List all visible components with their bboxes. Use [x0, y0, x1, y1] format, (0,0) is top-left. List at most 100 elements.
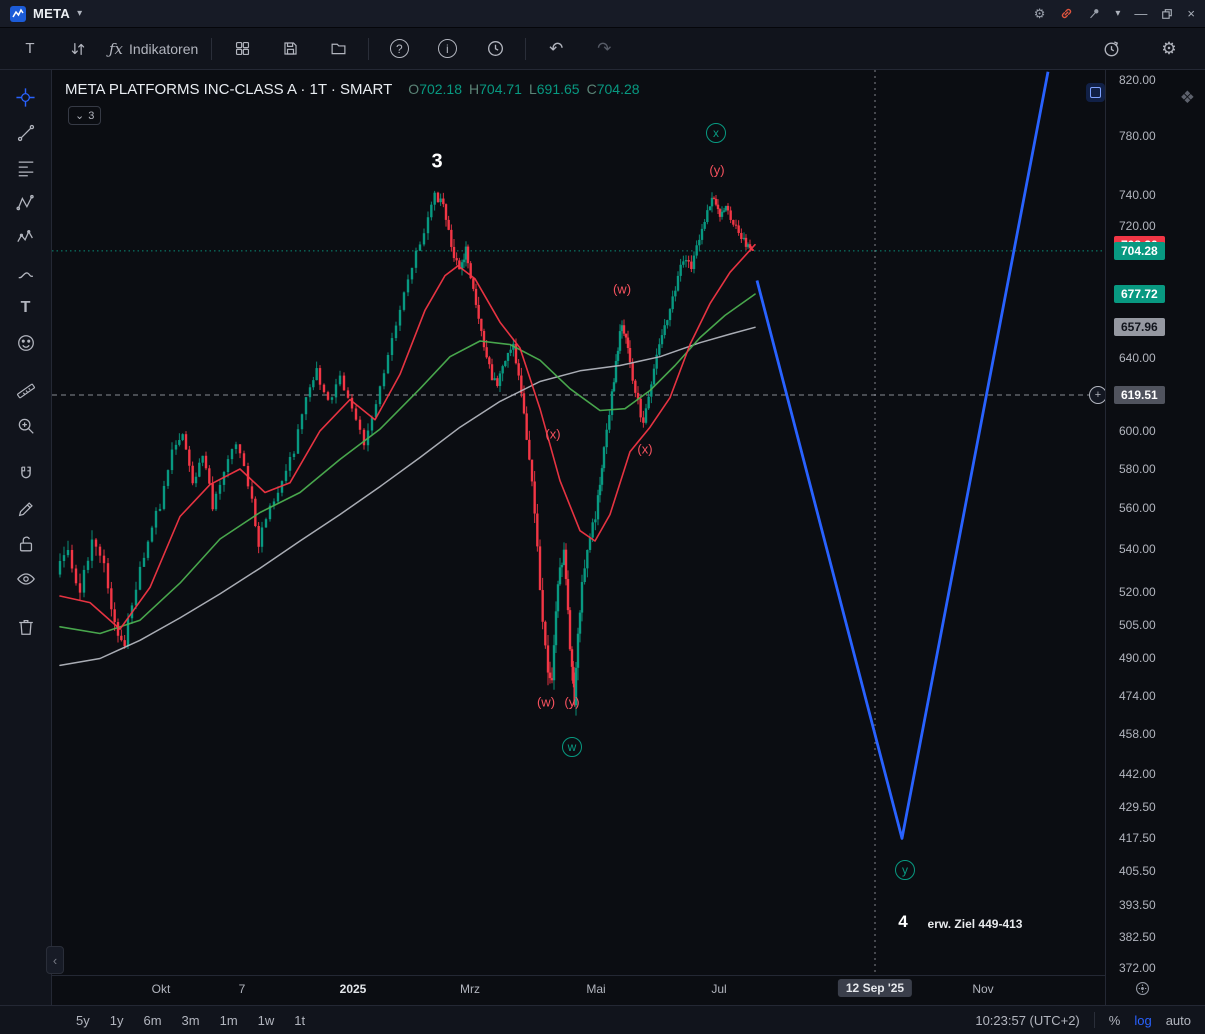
- gear-badge-icon[interactable]: ⚙: [1033, 5, 1046, 21]
- undo-icon: ↶: [549, 38, 564, 58]
- minimize-icon[interactable]: —: [1134, 6, 1148, 21]
- layout-grid-button[interactable]: [218, 33, 266, 65]
- tool-eye-button[interactable]: [7, 561, 45, 596]
- circled-wave-label[interactable]: w: [562, 737, 582, 757]
- help-button[interactable]: ?: [375, 33, 423, 65]
- wave-label[interactable]: (y): [564, 694, 580, 710]
- chart-area[interactable]: META PLATFORMS INC-CLASS A · 1T · SMART …: [52, 70, 1105, 975]
- range-button-3m[interactable]: 3m: [181, 1012, 200, 1028]
- price-axis-label: 540.00: [1119, 542, 1156, 557]
- tool-magnet-button[interactable]: [7, 456, 45, 491]
- tool-ruler-button[interactable]: [7, 373, 45, 408]
- log-scale-button[interactable]: log: [1134, 1012, 1152, 1028]
- circled-wave-label[interactable]: x: [706, 123, 726, 143]
- price-axis-label: 780.00: [1119, 129, 1156, 144]
- compare-button[interactable]: [54, 33, 102, 65]
- chevron-down-icon[interactable]: ▾: [77, 8, 83, 19]
- wave-label[interactable]: (y): [709, 162, 725, 178]
- link-icon[interactable]: [1059, 6, 1074, 21]
- collapse-left-panel-button[interactable]: ‹: [46, 946, 64, 974]
- tool-trash-button[interactable]: [7, 609, 45, 644]
- title-bar: META ▾ ⚙ ▾ — ×: [0, 0, 1205, 28]
- price-axis-label: 490.00: [1119, 651, 1156, 666]
- price-axis-label: 474.00: [1119, 688, 1156, 703]
- folder-icon: [330, 40, 347, 57]
- chevron-down-icon[interactable]: ▾: [1115, 8, 1121, 19]
- tool-text-button[interactable]: T: [20, 298, 31, 316]
- tool-lock-button[interactable]: [7, 526, 45, 561]
- range-button-5y[interactable]: 5y: [76, 1012, 90, 1028]
- wave-label[interactable]: erw. Ziel 449-413: [927, 917, 1023, 931]
- range-button-1t[interactable]: 1t: [294, 1012, 306, 1028]
- projection-line: [755, 71, 1050, 840]
- symbol-title[interactable]: META: [33, 6, 71, 21]
- undo-button[interactable]: ↶: [532, 33, 580, 65]
- collapsed-indicators-chip[interactable]: ⌄ 3: [68, 106, 102, 125]
- candlestick-chart[interactable]: [52, 70, 1105, 975]
- tool-trendline-button[interactable]: [7, 115, 45, 150]
- price-badge: 657.96: [1114, 318, 1165, 337]
- price-axis-label: 372.00: [1119, 961, 1156, 975]
- maximize-icon[interactable]: [1161, 8, 1173, 20]
- circled-wave-label[interactable]: y: [895, 860, 915, 880]
- redo-button[interactable]: ↷: [580, 33, 628, 65]
- auto-scale-button[interactable]: auto: [1165, 1012, 1191, 1028]
- tool-crosshair-button[interactable]: [7, 80, 45, 115]
- legend-title[interactable]: META PLATFORMS INC-CLASS A · 1T · SMART: [65, 81, 393, 98]
- price-axis-label: 640.00: [1119, 351, 1156, 366]
- wave-label[interactable]: (x): [637, 441, 653, 457]
- drawing-toolbar: T: [0, 70, 52, 1005]
- percent-scale-button[interactable]: %: [1108, 1012, 1121, 1028]
- price-axis-label: 505.00: [1119, 617, 1156, 632]
- main-toolbar: T ƒx Indikatoren ? i ↶ ↷: [0, 28, 1205, 70]
- price-axis-label: 405.50: [1119, 864, 1156, 879]
- ohlc-key: H: [469, 81, 480, 97]
- indicators-label: Indikatoren: [129, 40, 199, 57]
- app-logo-icon: [10, 5, 26, 22]
- tool-brush-button[interactable]: [7, 255, 45, 290]
- status-bar: 5y 1y 6m 3m 1m 1w 1t 10:23:57 (UTC+2) % log au…: [0, 1005, 1205, 1034]
- time-axis-label: Mai: [586, 982, 606, 996]
- add-alert-icon[interactable]: +: [1089, 385, 1105, 404]
- save-icon: [282, 40, 299, 57]
- redo-icon: ↷: [597, 38, 612, 58]
- chevron-down-icon: ⌄: [75, 110, 85, 122]
- clock-readout[interactable]: 10:23:57 (UTC+2): [975, 1012, 1080, 1028]
- info-button[interactable]: i: [423, 33, 471, 65]
- ma-green-line: [59, 293, 756, 635]
- indicators-button[interactable]: ƒx Indikatoren: [102, 33, 205, 65]
- pane-maximize-button[interactable]: [1086, 83, 1105, 102]
- save-button[interactable]: [266, 33, 314, 65]
- wave-label[interactable]: (x): [545, 426, 561, 442]
- wave-label[interactable]: (w): [536, 694, 556, 710]
- wave-label[interactable]: 3: [431, 150, 443, 173]
- clock-button[interactable]: [471, 33, 519, 65]
- tool-zoom-button[interactable]: [7, 408, 45, 443]
- tool-elliott-wave-button[interactable]: [7, 220, 45, 255]
- chart-legend[interactable]: META PLATFORMS INC-CLASS A · 1T · SMART …: [65, 81, 640, 98]
- ma-red-line: [59, 243, 756, 630]
- tool-xabcd-pattern-button[interactable]: [7, 185, 45, 220]
- tool-emoji-button[interactable]: [7, 325, 45, 360]
- close-icon[interactable]: ×: [1187, 6, 1195, 21]
- wave-label[interactable]: (w): [612, 281, 632, 297]
- interval-button[interactable]: T: [6, 33, 54, 65]
- settings-button[interactable]: ⚙: [1145, 33, 1193, 65]
- range-button-1w[interactable]: 1w: [257, 1012, 275, 1028]
- tool-draw-button[interactable]: [7, 491, 45, 526]
- open-layout-button[interactable]: [314, 33, 362, 65]
- price-axis-label: 393.50: [1119, 897, 1156, 912]
- market-replay-button[interactable]: [1087, 33, 1135, 65]
- range-button-6m[interactable]: 6m: [143, 1012, 162, 1028]
- range-button-1m[interactable]: 1m: [219, 1012, 238, 1028]
- price-axis[interactable]: ❖ 820.00 780.00 740.00 720.00 640.00 600.00 58…: [1105, 70, 1205, 1005]
- range-button-1y[interactable]: 1y: [109, 1012, 124, 1028]
- tool-fib-retracement-button[interactable]: [7, 150, 45, 185]
- ohlc-value: 704.28: [596, 81, 640, 97]
- pin-icon[interactable]: [1088, 7, 1101, 20]
- wave-label[interactable]: 4: [898, 912, 908, 931]
- price-axis-label: 442.00: [1119, 767, 1156, 782]
- time-axis[interactable]: Okt 7 2025 Mrz Mai Jul 12 Sep '25 Nov: [52, 975, 1105, 1005]
- time-axis-settings-icon[interactable]: [1134, 980, 1151, 997]
